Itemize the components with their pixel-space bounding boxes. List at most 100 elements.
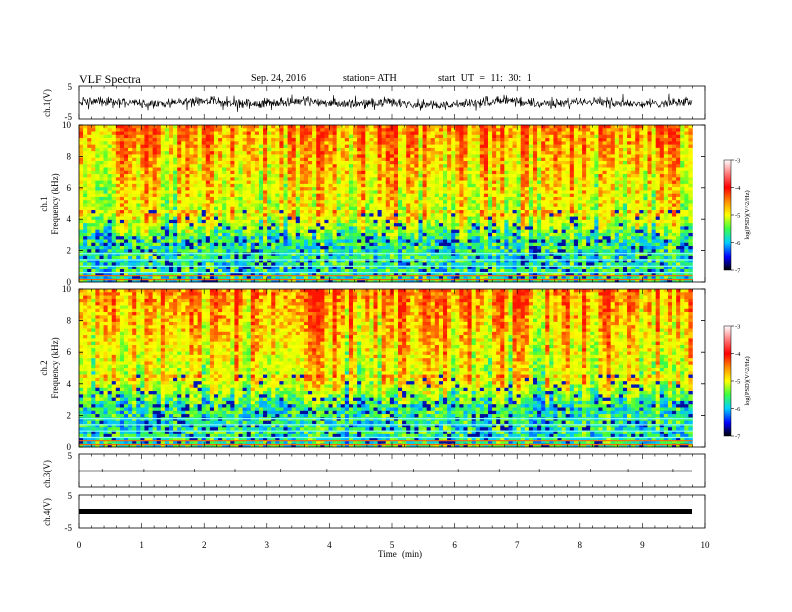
ch1-spectrogram-cell: [545, 210, 550, 214]
ch1-spectrogram-cell: [688, 170, 693, 175]
ch1-spectrogram-cell: [373, 203, 378, 208]
ch1-spectrogram-cell: [684, 125, 689, 129]
ch1-spectrogram-cell: [377, 183, 382, 188]
ch1-spectrogram-cell: [332, 144, 337, 149]
ch1-spectrogram-cell: [111, 216, 117, 221]
ch1-spectrogram-cell: [377, 151, 382, 155]
ch1-spectrogram-cell: [508, 138, 513, 142]
ch1-spectrogram-cell: [410, 229, 415, 234]
ch1-spectrogram-cell: [590, 180, 595, 185]
ch1-spectrogram-cell: [618, 223, 624, 227]
ch1-spectrogram-cell: [189, 226, 194, 230]
ch1-spectrogram-cell: [193, 196, 198, 201]
ch1-spectrogram-cell: [83, 206, 88, 211]
ch1-spectrogram-cell: [119, 213, 125, 217]
ch1-spectrogram-cell: [279, 134, 284, 139]
ch1-spectrogram-cell: [312, 154, 317, 159]
ch1-spectrogram-cell: [467, 200, 472, 204]
ch1-spectrogram-cell: [594, 196, 599, 201]
ch1-spectrogram-cell: [586, 196, 591, 201]
ch1-spectrogram-cell: [561, 180, 566, 185]
ch1-spectrogram-cell: [684, 141, 689, 145]
ch1-spectrogram-cell: [119, 160, 125, 165]
ch1-spectrogram-cell: [250, 154, 256, 159]
ch1-spectrogram-cell: [410, 200, 415, 204]
ch1-spectrogram-cell: [258, 180, 264, 185]
ch1-spectrogram-cell: [688, 206, 693, 211]
ch1-spectrogram-cell: [234, 203, 239, 208]
ch1-spectrogram-cell: [516, 141, 522, 145]
ch1-spectrogram-cell: [532, 219, 538, 224]
ch1-spectrogram-cell: [291, 134, 297, 139]
ch1-spectrogram-cell: [459, 138, 464, 142]
ch1-spectrogram-cell: [136, 147, 141, 152]
ch1-spectrogram-cell: [173, 206, 178, 211]
ch1-spectrogram-cell: [627, 128, 632, 132]
ch1-spectrogram-cell: [537, 177, 542, 181]
ch1-spectrogram-cell: [332, 177, 337, 181]
ch1-spectrogram-cell: [655, 177, 661, 181]
ch1-spectrogram-cell: [594, 223, 599, 227]
ch1-spectrogram-cell: [573, 219, 579, 224]
ch1-spectrogram-cell: [471, 213, 477, 217]
ch1-spectrogram-cell: [246, 213, 252, 217]
ch1-spectrogram-cell: [541, 219, 546, 224]
ch1-spectrogram-cell: [79, 128, 84, 132]
ch1-spectrogram-cell: [328, 167, 333, 172]
ch1-spectrogram-cell: [107, 167, 113, 172]
ch1-spectrogram-cell: [140, 131, 145, 136]
ch1-spectrogram-cell: [238, 128, 243, 132]
ch1-spectrogram-cell: [569, 229, 575, 234]
ch1-spectrogram-cell: [537, 157, 542, 162]
ch1-spectrogram-cell: [209, 193, 215, 198]
ch1-spectrogram-cell: [238, 206, 243, 211]
ch1-spectrogram-cell: [451, 183, 456, 188]
ch1-spectrogram-cell: [275, 193, 280, 198]
ch1-spectrogram-cell: [610, 210, 616, 214]
ch1-spectrogram-cell: [573, 151, 579, 155]
ch1-spectrogram-cell: [119, 167, 125, 172]
ch1-spectrogram-cell: [348, 210, 354, 214]
ch1-spectrogram-cell: [553, 187, 558, 191]
ch1-spectrogram-cell: [205, 144, 211, 149]
ch1-spectrogram-cell: [87, 131, 92, 136]
ch1-spectrogram-cell: [606, 157, 611, 162]
ch1-spectrogram-cell: [545, 196, 550, 201]
ch1-spectrogram-cell: [148, 203, 153, 208]
ch1-spectrogram-cell: [193, 200, 198, 204]
ch1-spectrogram-cell: [213, 160, 219, 165]
ch1-spectrogram-cell: [148, 154, 153, 159]
ch1-spectrogram-cell: [647, 144, 652, 149]
ch1-spectrogram-cell: [569, 147, 575, 152]
ch1-spectrogram-cell: [250, 151, 256, 155]
ch1-spectrogram-cell: [438, 213, 444, 217]
ch1-spectrogram-cell: [483, 193, 489, 198]
ch1-spectrogram-cell: [87, 157, 92, 162]
ch1-spectrogram-cell: [594, 226, 599, 230]
ch1-spectrogram-cell: [205, 134, 211, 139]
ch1-spectrogram-cell: [545, 229, 550, 234]
ch1-spectrogram-cell: [279, 131, 284, 136]
ch1-spectrogram-cell: [377, 138, 382, 142]
ch1-spectrogram-cell: [209, 187, 215, 191]
ch1-spectrogram-cell: [91, 203, 96, 208]
ch1-spectrogram-cell: [291, 154, 297, 159]
ch1-spectrogram-cell: [226, 134, 231, 139]
ch1-spectrogram-cell: [267, 193, 272, 198]
ch1-spectrogram-cell: [271, 147, 276, 152]
ch1-spectrogram-cell: [537, 147, 542, 152]
ch1-spectrogram-cell: [173, 177, 178, 181]
ch1-spectrogram-cell: [365, 167, 370, 172]
ch1-spectrogram-cell: [242, 219, 247, 224]
ch1-spectrogram-cell: [205, 232, 211, 237]
ch1-spectrogram-cell: [463, 170, 468, 175]
ch1-spectrogram-cell: [516, 144, 522, 149]
ch1-spectrogram-cell: [344, 131, 350, 136]
ch1-spectrogram-cell: [242, 160, 247, 165]
ch1-spectrogram-cell: [520, 180, 526, 185]
ch1-spectrogram-cell: [226, 131, 231, 136]
ch1-spectrogram-cell: [95, 232, 100, 237]
ch1-spectrogram-cell: [119, 180, 125, 185]
ch1-spectrogram-cell: [308, 154, 313, 159]
ch1-spectrogram-cell: [512, 134, 517, 139]
